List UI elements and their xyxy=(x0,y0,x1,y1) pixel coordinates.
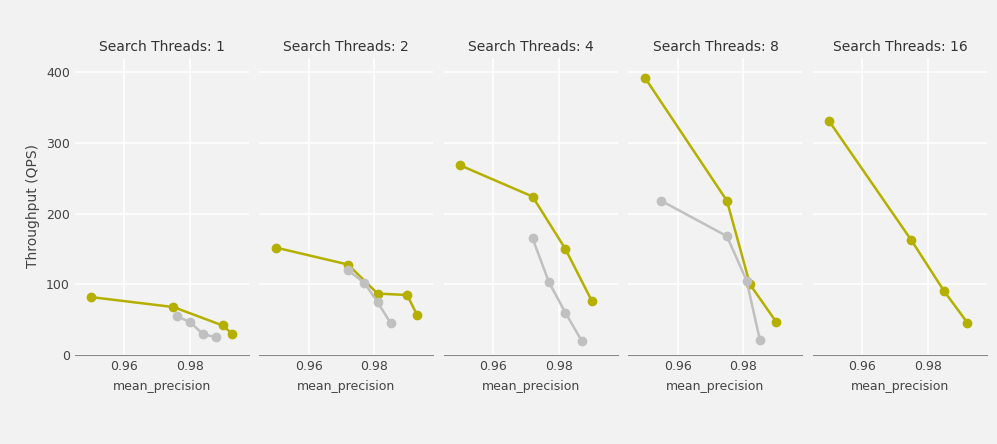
Title: Search Threads: 2: Search Threads: 2 xyxy=(283,40,409,54)
X-axis label: mean_precision: mean_precision xyxy=(482,380,580,393)
Title: Search Threads: 4: Search Threads: 4 xyxy=(468,40,594,54)
X-axis label: mean_precision: mean_precision xyxy=(666,380,765,393)
X-axis label: mean_precision: mean_precision xyxy=(850,380,949,393)
Y-axis label: Throughput (QPS): Throughput (QPS) xyxy=(27,144,41,269)
X-axis label: mean_precision: mean_precision xyxy=(297,380,396,393)
X-axis label: mean_precision: mean_precision xyxy=(113,380,211,393)
Title: Search Threads: 16: Search Threads: 16 xyxy=(832,40,967,54)
Title: Search Threads: 8: Search Threads: 8 xyxy=(652,40,779,54)
Title: Search Threads: 1: Search Threads: 1 xyxy=(99,40,224,54)
